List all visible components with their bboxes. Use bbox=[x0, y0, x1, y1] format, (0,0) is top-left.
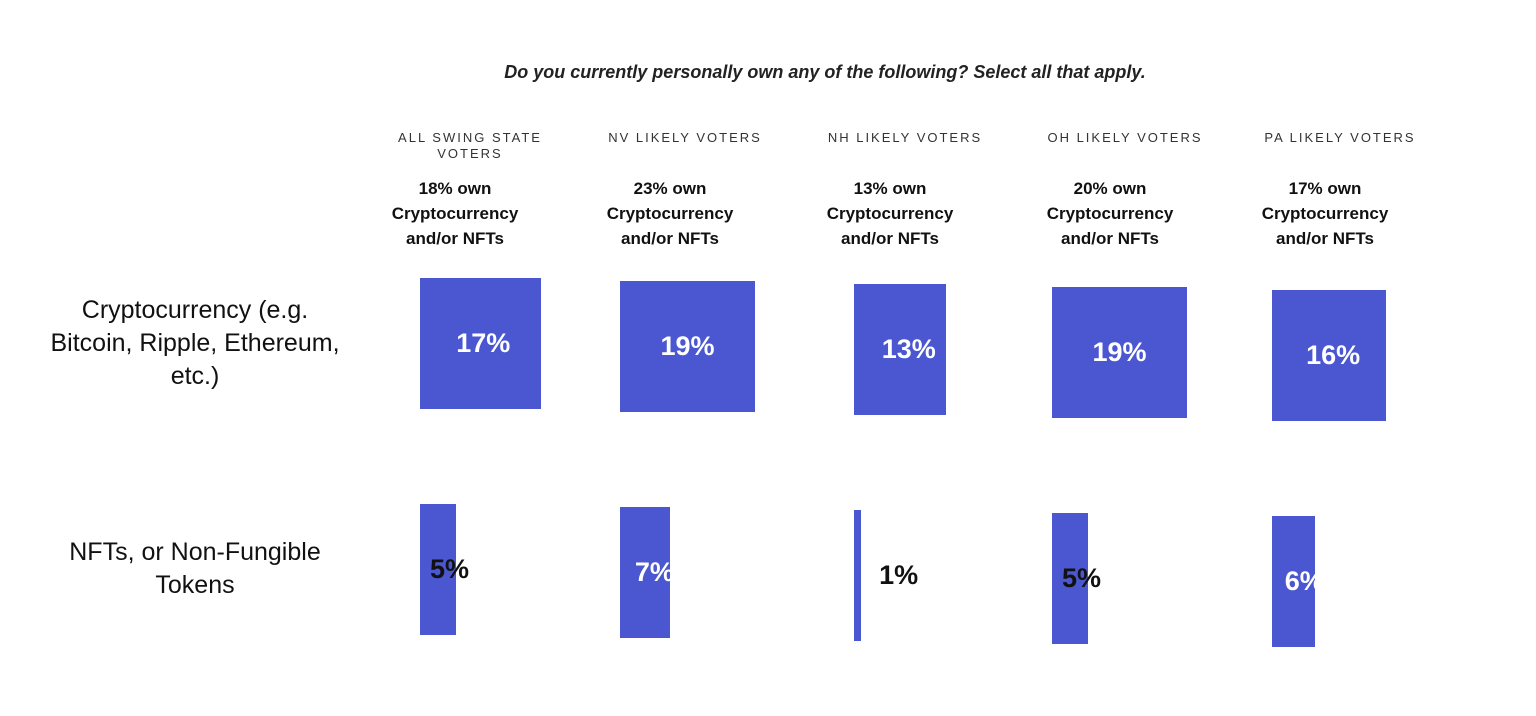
value-label: 19% bbox=[1092, 336, 1147, 367]
column-header: NH LIKELY VOTERS bbox=[827, 130, 983, 145]
row-label: NFTs, or Non-Fungible Tokens bbox=[69, 538, 321, 599]
value-label: 5% bbox=[430, 553, 470, 584]
value-label: 16% bbox=[1306, 339, 1361, 370]
value-label: 13% bbox=[881, 333, 936, 364]
column-note: 17% own Cryptocurrency and/or NFTs bbox=[1261, 179, 1389, 248]
column-header: OH LIKELY VOTERS bbox=[1047, 130, 1203, 145]
bar bbox=[620, 507, 670, 638]
column-header: NV LIKELY VOTERS bbox=[608, 130, 762, 145]
bar bbox=[1052, 513, 1088, 644]
column-note: 18% own Cryptocurrency and/or NFTs bbox=[391, 179, 519, 248]
bar bbox=[854, 510, 862, 641]
chart-title: Do you currently personally own any of t… bbox=[504, 62, 1146, 82]
bar bbox=[420, 278, 541, 409]
column-header: ALL SWING STATE VOTERS bbox=[398, 130, 542, 161]
value-label: 17% bbox=[456, 327, 511, 358]
value-label: 1% bbox=[879, 559, 919, 590]
column-header: PA LIKELY VOTERS bbox=[1264, 130, 1416, 145]
value-label: 6% bbox=[1284, 565, 1324, 596]
column-note: 23% own Cryptocurrency and/or NFTs bbox=[606, 179, 734, 248]
bar bbox=[1272, 290, 1386, 421]
value-label: 7% bbox=[634, 556, 674, 587]
row-label: Cryptocurrency (e.g. Bitcoin, Ripple, Et… bbox=[50, 295, 340, 390]
bar bbox=[1272, 516, 1315, 647]
column-note: 13% own Cryptocurrency and/or NFTs bbox=[826, 179, 954, 248]
column-note: 20% own Cryptocurrency and/or NFTs bbox=[1046, 179, 1174, 248]
value-label: 5% bbox=[1062, 562, 1102, 593]
bar bbox=[854, 284, 947, 415]
bar bbox=[620, 281, 755, 412]
bar bbox=[1052, 287, 1187, 418]
bar bbox=[420, 504, 456, 635]
value-label: 19% bbox=[660, 330, 715, 361]
